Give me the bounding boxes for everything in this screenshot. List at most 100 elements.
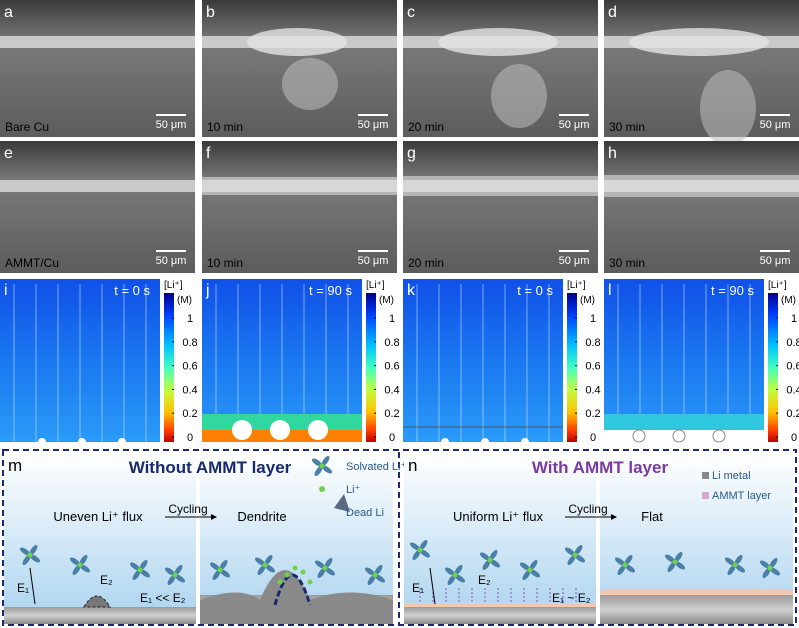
li-ion-icon [217, 567, 223, 573]
dendrite [200, 570, 393, 624]
li-ion-icon [27, 552, 33, 558]
solvated-li-icon [617, 564, 626, 576]
panel-letter: b [206, 4, 215, 21]
substrate [600, 595, 793, 624]
colorbar-tick-label: 0.4 [585, 384, 600, 396]
solvated-li-icon [324, 567, 336, 576]
micrograph [403, 141, 598, 273]
li-ion-icon [319, 486, 325, 492]
scale-bar-label: 50 μm [156, 255, 187, 267]
solvated-li-icon [209, 562, 221, 571]
colorbar-unit: (M) [580, 295, 595, 306]
substrate [4, 607, 196, 624]
colorbar-tick-label: 0.2 [585, 408, 600, 420]
colorbar-tick-label: 0.8 [585, 337, 600, 349]
caption: 30 min [609, 256, 645, 270]
solvated-li-icon [374, 564, 383, 576]
caption: 10 min [207, 256, 243, 270]
nucleus [521, 438, 529, 446]
solvated-li-icon [664, 554, 676, 563]
solvated-li-icon [624, 564, 636, 573]
nucleus [118, 438, 126, 446]
li-ion-icon [284, 572, 290, 578]
panel-letter: k [407, 282, 416, 299]
solvated-li-icon [254, 557, 266, 566]
li-ion-icon [262, 562, 268, 568]
colorbar-tick-label: 0.4 [384, 384, 399, 396]
li-ion-icon [322, 565, 328, 571]
solvated-li-icon [529, 569, 541, 578]
state-label: Uniform Li⁺ flux [453, 509, 543, 524]
panel-letter: m [8, 456, 22, 475]
schematic-frame [2, 449, 797, 626]
colorbar-tick-label: 0.8 [786, 337, 799, 349]
li-ion-icon [732, 562, 738, 568]
solvated-li-icon [769, 567, 781, 576]
field-label: E₂ [100, 573, 113, 587]
caption: AMMT/Cu [5, 256, 59, 270]
state-label: Dendrite [237, 509, 286, 524]
solvated-li-icon [139, 569, 151, 578]
schematic-bg [404, 454, 596, 624]
state-label: Uneven Li⁺ flux [53, 509, 143, 524]
colorbar-tick-label: 0.2 [786, 408, 799, 420]
solvated-li-icon [212, 569, 221, 581]
caption: 10 min [207, 120, 243, 134]
solvated-li-icon [324, 557, 333, 569]
nucleus [481, 438, 489, 446]
solvated-li-icon [79, 564, 91, 573]
colorbar-tick-label: 1 [590, 313, 596, 325]
colorbar-tick-label: 0.2 [384, 408, 399, 420]
ammt-layer [600, 590, 793, 595]
solvated-li-icon [419, 549, 431, 558]
legend-swatch [702, 492, 709, 499]
scale-bar-label: 50 μm [559, 255, 590, 267]
li-ion-icon [292, 565, 298, 571]
arrow-label: Cycling [168, 502, 207, 516]
solvated-li-icon [264, 564, 276, 573]
solvated-li-icon [174, 574, 186, 583]
panel-letter: h [608, 145, 617, 162]
field-relation: E₁ << E₂ [140, 591, 186, 605]
state-label: Flat [641, 509, 663, 524]
li-ion-icon [307, 579, 313, 585]
solvated-li-icon [724, 557, 736, 566]
solvated-li-icon [314, 465, 323, 477]
substrate [404, 607, 596, 624]
dendrite-growth [491, 64, 547, 128]
solvated-li-icon [522, 569, 531, 581]
arrow-head [611, 514, 617, 520]
dendrite-growth [282, 58, 338, 110]
solvated-li-icon [479, 552, 491, 561]
nucleus [632, 429, 646, 443]
solvated-li-icon [419, 539, 428, 551]
field-arrow [429, 567, 436, 605]
li-ion-icon [172, 572, 178, 578]
li-ion-icon [137, 567, 143, 573]
solvated-li-icon [257, 564, 266, 576]
solvated-li-icon [444, 567, 456, 576]
colorbar-tick-label: 0.6 [384, 361, 399, 373]
legend-label: Solvated Li⁺ [346, 461, 406, 473]
schematic-title: With AMMT layer [532, 458, 669, 477]
li-ion-icon [527, 567, 533, 573]
solvated-li-icon [219, 569, 231, 578]
solvated-li-icon [614, 557, 626, 566]
colorbar-tick-label: 0 [389, 432, 395, 444]
micrograph [0, 0, 195, 137]
colorbar [768, 293, 778, 442]
solvated-li-icon [29, 554, 41, 563]
deposit [438, 28, 558, 56]
colorbar-title: [Li⁺] [366, 280, 385, 291]
solvated-li-icon [139, 559, 148, 571]
dendrite-tip [270, 420, 290, 440]
legend-label: Dead Li [346, 507, 384, 519]
solvated-li-icon [482, 559, 491, 571]
colorbar-title: [Li⁺] [567, 280, 586, 291]
legend-label: Li⁺ [346, 484, 361, 496]
solvated-li-icon [454, 574, 466, 583]
solvated-li-icon [69, 557, 81, 566]
solvated-li-icon [409, 542, 421, 551]
colorbar-title: [Li⁺] [164, 280, 183, 291]
solvated-li-icon [164, 567, 176, 576]
